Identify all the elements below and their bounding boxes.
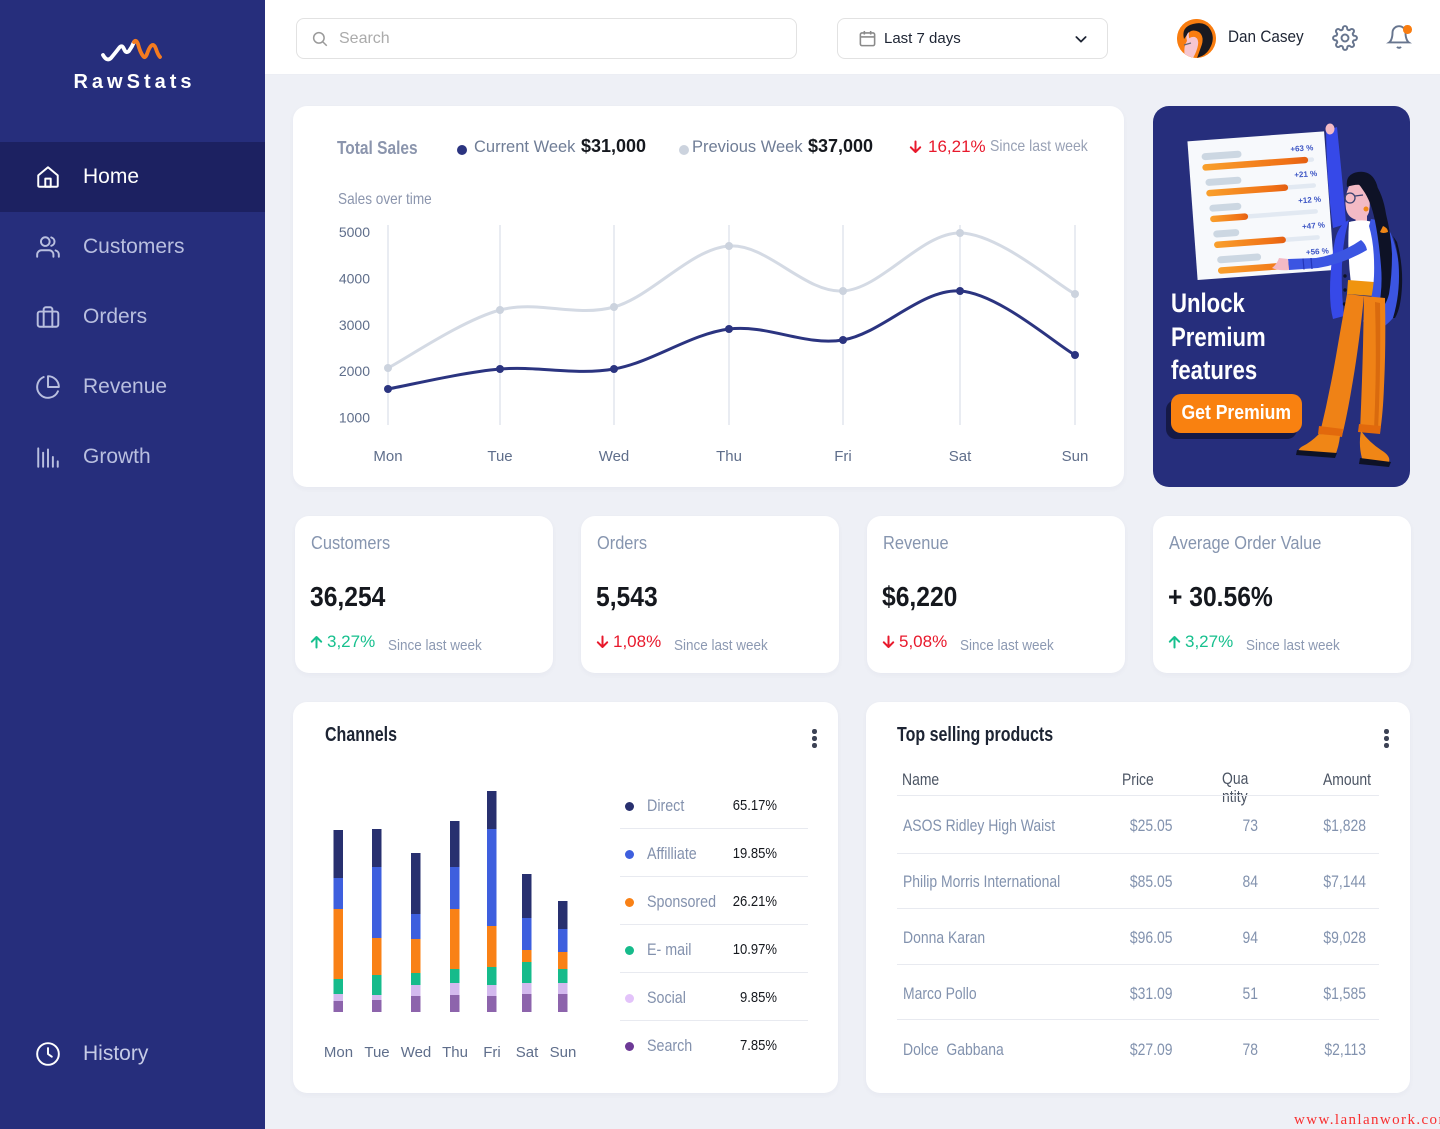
svg-text:Wed: Wed xyxy=(401,1044,432,1061)
svg-text:Fri: Fri xyxy=(834,448,852,465)
svg-text:Tue: Tue xyxy=(487,448,512,465)
svg-text:+12 %: +12 % xyxy=(1298,195,1322,206)
svg-text:Mon: Mon xyxy=(324,1044,353,1061)
svg-text:+21 %: +21 % xyxy=(1294,169,1318,180)
svg-text:Sun: Sun xyxy=(550,1044,577,1061)
svg-text:Sat: Sat xyxy=(949,448,972,465)
svg-text:Fri: Fri xyxy=(483,1044,501,1061)
svg-text:3000: 3000 xyxy=(339,317,370,333)
svg-text:Tue: Tue xyxy=(364,1044,389,1061)
svg-text:+56 %: +56 % xyxy=(1306,246,1330,257)
svg-text:+47 %: +47 % xyxy=(1302,221,1326,232)
svg-text:1000: 1000 xyxy=(339,410,370,426)
svg-text:Thu: Thu xyxy=(442,1044,468,1061)
svg-text:Wed: Wed xyxy=(599,448,630,465)
svg-text:Thu: Thu xyxy=(716,448,742,465)
svg-text:Sat: Sat xyxy=(516,1044,539,1061)
svg-text:Mon: Mon xyxy=(373,448,402,465)
svg-text:5000: 5000 xyxy=(339,224,370,240)
svg-text:+63 %: +63 % xyxy=(1290,143,1314,154)
svg-text:Sun: Sun xyxy=(1062,448,1089,465)
svg-text:4000: 4000 xyxy=(339,271,370,287)
svg-text:2000: 2000 xyxy=(339,363,370,379)
